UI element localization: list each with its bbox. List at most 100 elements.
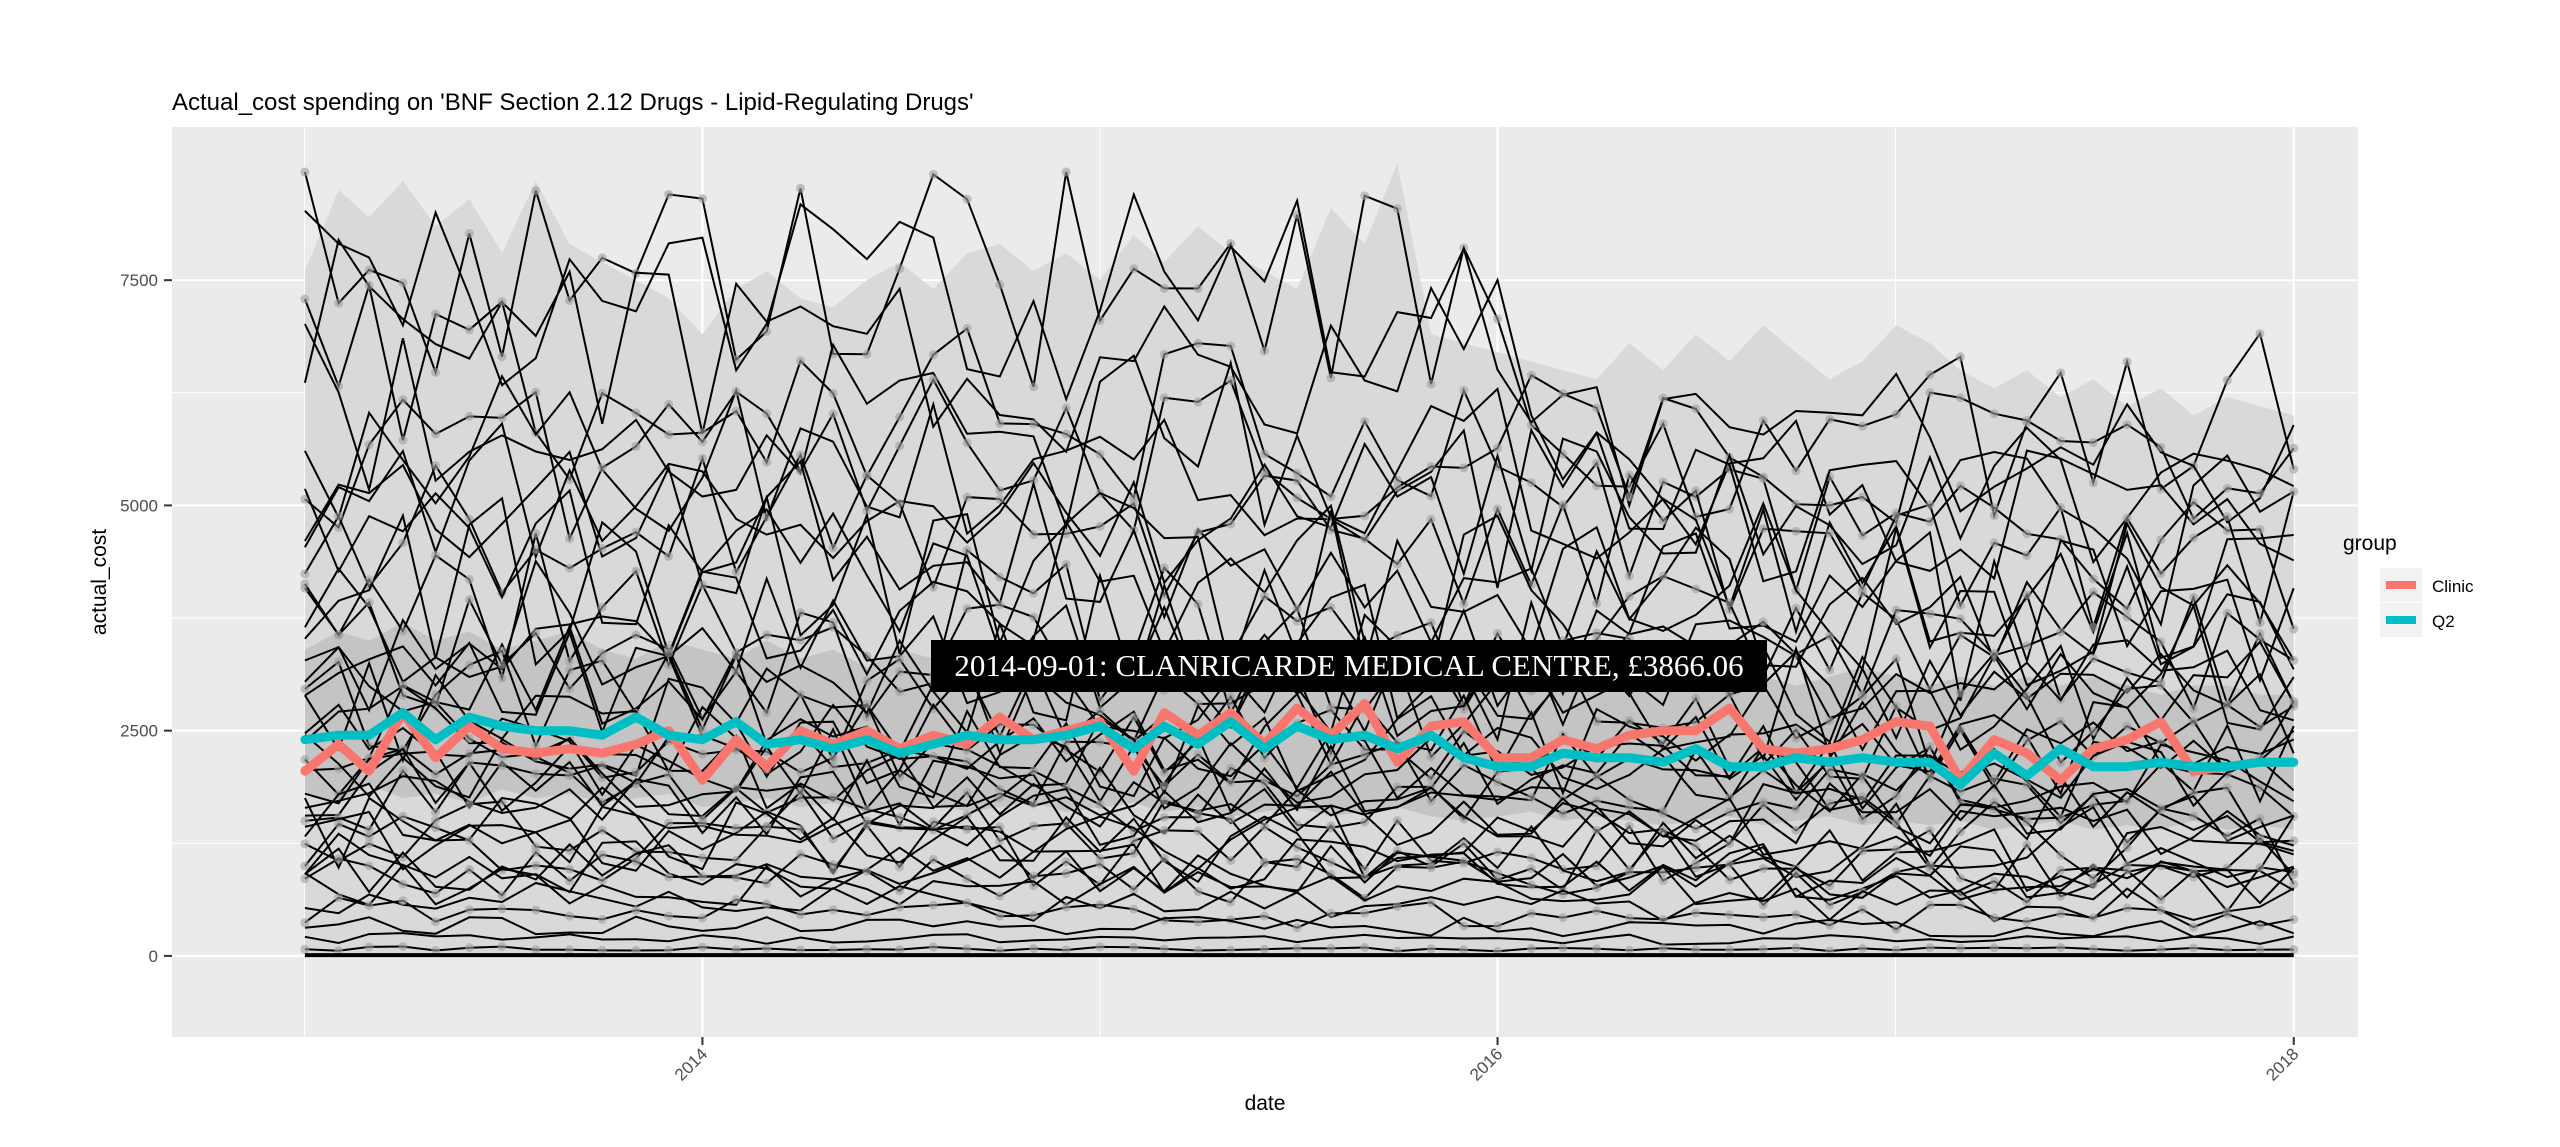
practice-point — [1791, 725, 1801, 735]
practice-point — [1989, 797, 1999, 807]
practice-point — [762, 943, 772, 953]
practice-point — [995, 280, 1005, 290]
practice-point — [597, 602, 607, 612]
practice-point — [1857, 814, 1867, 824]
practice-point — [995, 793, 1005, 803]
practice-point — [1360, 511, 1370, 521]
practice-point — [1193, 397, 1203, 407]
practice-line — [304, 421, 2295, 585]
practice-point — [2156, 945, 2166, 955]
practice-point — [995, 494, 1005, 504]
practice-point — [2289, 443, 2299, 453]
practice-point — [928, 900, 938, 910]
practice-point — [631, 408, 641, 418]
practice-point — [1392, 483, 1402, 493]
practice-point — [2289, 879, 2299, 889]
practice-line — [304, 801, 2295, 892]
practice-point — [1129, 264, 1139, 274]
practice-point — [762, 878, 772, 888]
practice-point — [1624, 591, 1634, 601]
practice-point — [795, 356, 805, 366]
practice-point — [2156, 442, 2166, 452]
practice-point — [1292, 476, 1302, 486]
practice-line — [304, 932, 2294, 946]
practice-point — [1891, 791, 1901, 801]
practice-point — [1459, 857, 1469, 867]
practice-point — [664, 818, 674, 828]
practice-point — [828, 753, 838, 763]
practice-point — [2255, 329, 2265, 339]
practice-point — [762, 899, 772, 909]
practice-point — [1129, 885, 1139, 895]
practice-point — [995, 946, 1005, 956]
practice-point — [895, 667, 905, 677]
practice-point — [2022, 736, 2032, 746]
practice-point — [464, 799, 474, 809]
practice-point — [1226, 341, 1236, 351]
practice-point — [1392, 902, 1402, 912]
practice-point — [1292, 791, 1302, 801]
practice-point — [1658, 914, 1668, 924]
practice-point — [1791, 526, 1801, 536]
practice-point — [962, 324, 972, 334]
practice-point — [1159, 768, 1169, 778]
practice-point — [398, 395, 408, 405]
practice-point — [928, 350, 938, 360]
practice-point — [334, 522, 344, 532]
practice-point — [1129, 836, 1139, 846]
practice-point — [2222, 700, 2232, 710]
practice-point — [1989, 913, 1999, 923]
x-tick-label: 2018 — [2262, 1044, 2302, 1084]
practice-point — [1392, 630, 1402, 640]
practice-point — [1758, 800, 1768, 810]
practice-point — [1791, 910, 1801, 920]
practice-point — [1725, 689, 1735, 699]
practice-point — [1955, 614, 1965, 624]
practice-point — [1426, 461, 1436, 471]
practice-point — [1989, 774, 1999, 784]
practice-line — [304, 374, 2295, 628]
practice-point — [464, 835, 474, 845]
practice-point — [431, 429, 441, 439]
practice-point — [2289, 914, 2299, 924]
practice-point — [731, 823, 741, 833]
practice-point — [762, 822, 772, 832]
practice-point — [2289, 655, 2299, 665]
practice-point — [1857, 530, 1867, 540]
practice-point — [828, 905, 838, 915]
practice-point — [1925, 860, 1935, 870]
practice-point — [1493, 777, 1503, 787]
practice-point — [2056, 865, 2066, 875]
practice-point — [995, 485, 1005, 495]
practice-point — [1360, 908, 1370, 918]
practice-point — [398, 680, 408, 690]
practice-point — [962, 194, 972, 204]
practice-point — [1159, 796, 1169, 806]
practice-point — [1955, 393, 1965, 403]
practice-point — [664, 648, 674, 658]
practice-point — [1360, 191, 1370, 201]
practice-point — [1658, 477, 1668, 487]
practice-point — [2088, 587, 2098, 597]
practice-point — [2289, 487, 2299, 497]
practice-point — [1493, 921, 1503, 931]
practice-point — [1426, 897, 1436, 907]
chart-title: Actual_cost spending on 'BNF Section 2.1… — [172, 89, 974, 116]
practice-point — [531, 905, 541, 915]
practice-point — [2022, 840, 2032, 850]
practice-point — [1955, 900, 1965, 910]
practice-point — [1592, 796, 1602, 806]
practice-point — [497, 646, 507, 656]
practice-point — [1989, 648, 1999, 658]
practice-point — [1891, 844, 1901, 854]
practice-point — [731, 567, 741, 577]
practice-point — [597, 648, 607, 658]
practice-point — [300, 579, 310, 589]
practice-point — [1193, 808, 1203, 818]
practice-point — [1624, 716, 1634, 726]
practice-point — [1725, 807, 1735, 817]
practice-point — [2056, 436, 2066, 446]
practice-point — [1029, 766, 1039, 776]
practice-point — [1292, 468, 1302, 478]
practice-point — [431, 550, 441, 560]
